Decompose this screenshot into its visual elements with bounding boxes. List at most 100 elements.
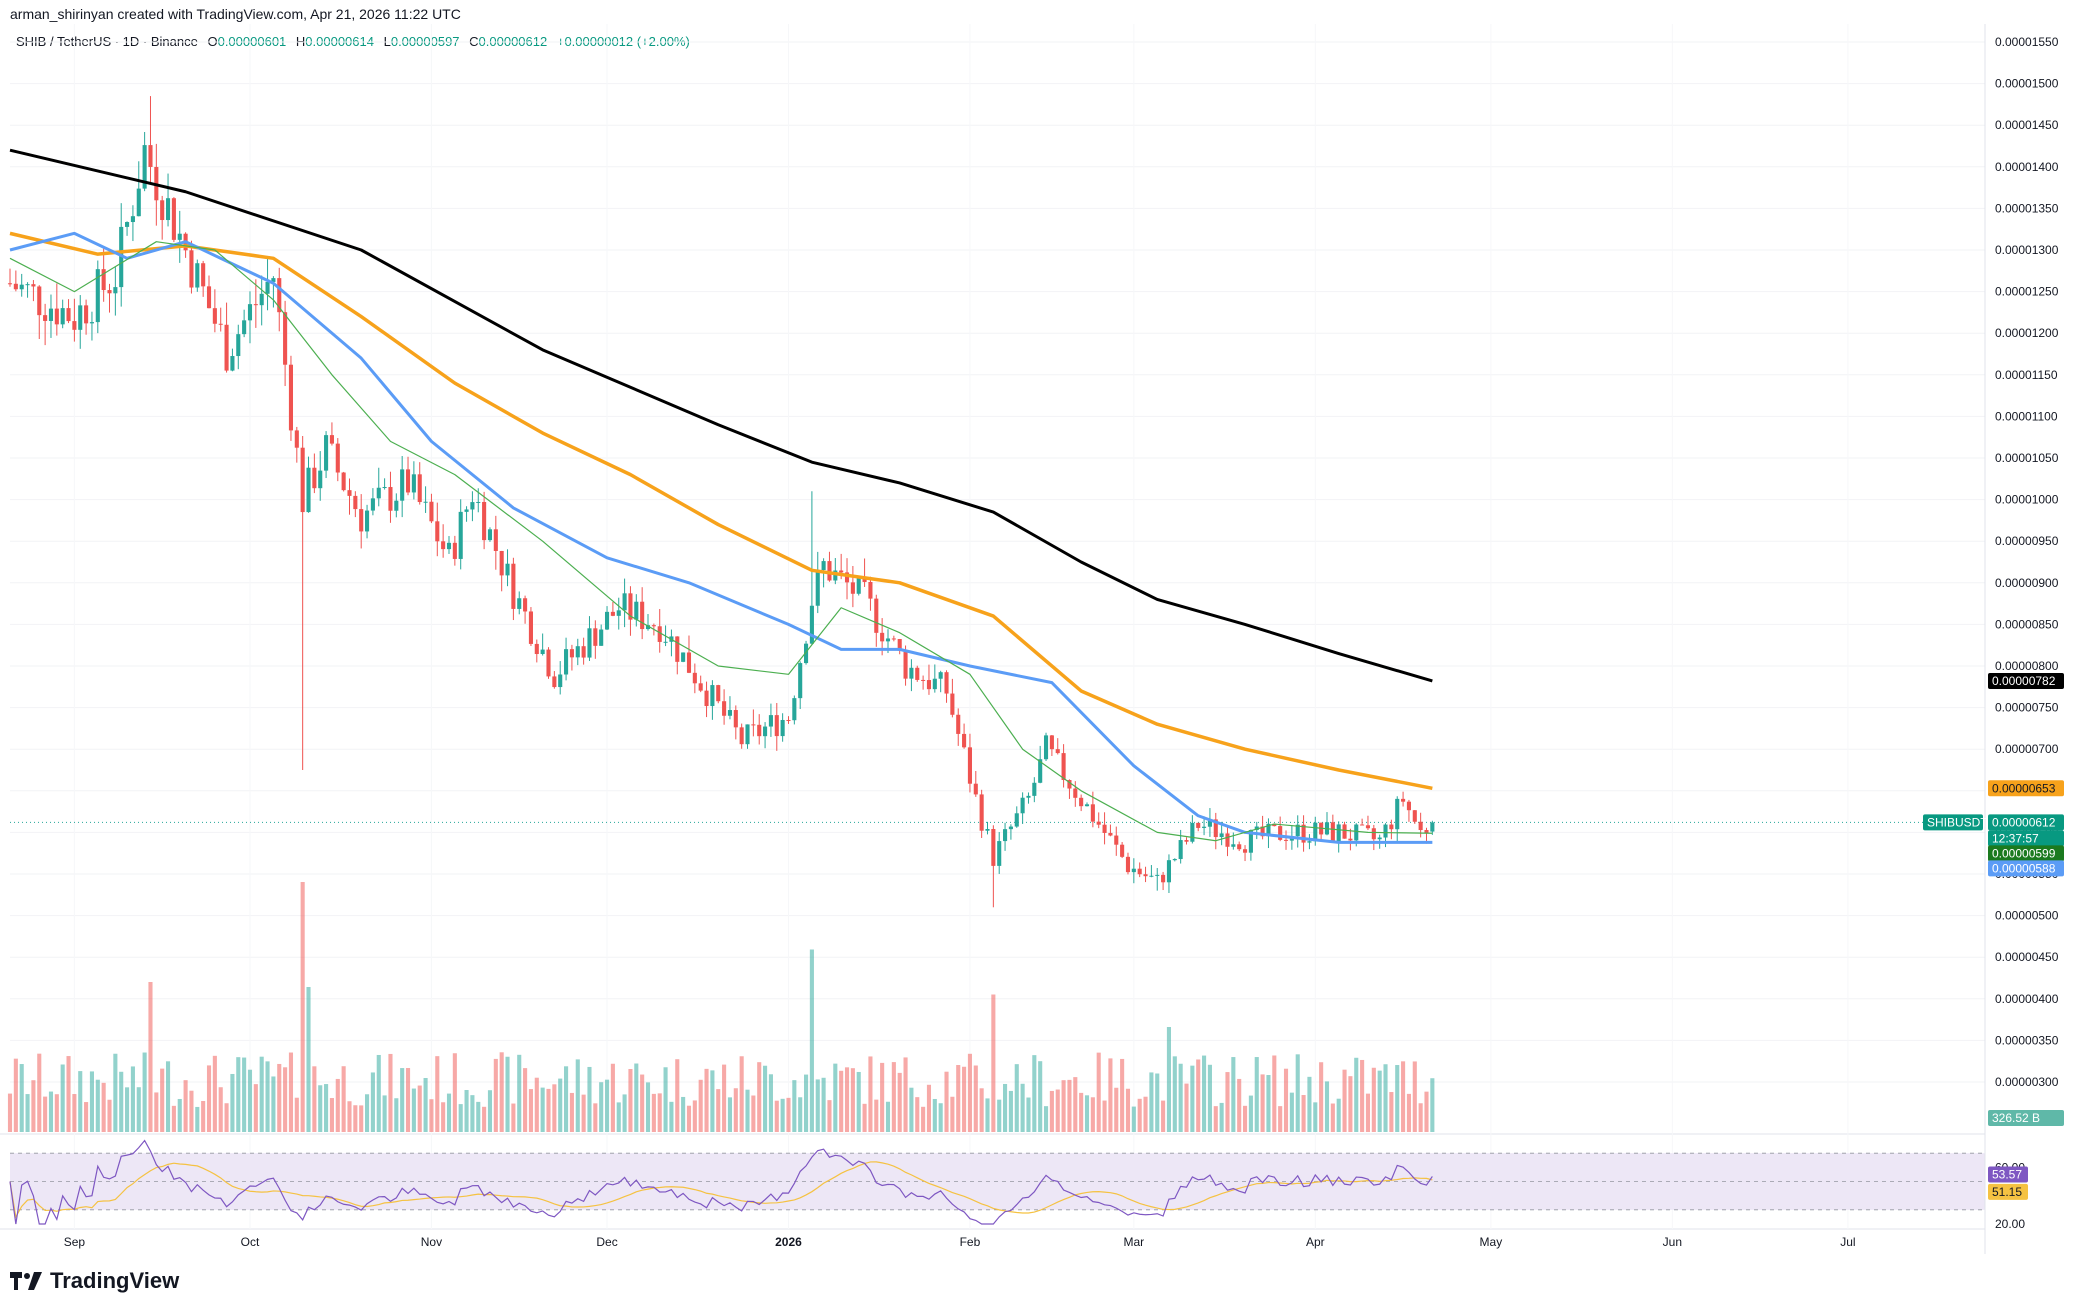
volume-bar: [599, 1082, 604, 1132]
volume-bar: [821, 1077, 826, 1132]
price-tick-label: 0.00001200: [1995, 326, 2059, 340]
candle-body: [1371, 828, 1376, 840]
candle-body: [411, 474, 416, 493]
volume-bar: [768, 1074, 773, 1132]
time-tick-label: Dec: [596, 1235, 617, 1249]
candle-down: [347, 478, 352, 515]
candle-body: [1196, 822, 1201, 828]
candle-body: [938, 672, 943, 679]
volume-bar: [745, 1089, 750, 1132]
volume-bar: [493, 1058, 498, 1132]
volume-bar: [523, 1068, 528, 1132]
ma200-price-tag-bg: [1988, 672, 2064, 689]
candle-body: [1430, 822, 1435, 832]
candle-down: [1418, 812, 1423, 838]
candle-body: [43, 315, 48, 321]
volume-bar: [932, 1098, 937, 1132]
candle-body: [294, 430, 299, 448]
price-chart[interactable]: 0.00001550 0.00001500 0.00001450 0.00001400…: [0, 24, 2078, 1264]
candle-body: [283, 312, 288, 365]
candle-body: [1272, 823, 1277, 827]
candle-up: [265, 255, 270, 311]
volume-bar: [1371, 1067, 1376, 1132]
candle-up: [306, 456, 311, 513]
tradingview-logo: TradingView: [10, 1268, 179, 1294]
candle-down: [1360, 818, 1365, 826]
volume-bar: [1207, 1064, 1212, 1132]
candle-down: [218, 307, 223, 332]
volume-bar: [616, 1102, 621, 1132]
candle-body: [1102, 824, 1107, 833]
candle-body: [218, 323, 223, 325]
volume-bar: [558, 1078, 563, 1132]
volume-bar: [329, 1098, 334, 1132]
candle-down: [1406, 799, 1411, 822]
volume-bar: [201, 1101, 206, 1132]
candle-body: [66, 308, 71, 322]
candle-down: [359, 494, 364, 549]
volume-bar: [926, 1084, 932, 1132]
candle-body: [1278, 826, 1283, 840]
candle-body: [1348, 838, 1353, 841]
candle-up: [727, 696, 733, 720]
candle-down: [329, 422, 334, 446]
candle-body: [686, 652, 692, 673]
candle-body: [1266, 823, 1271, 837]
volume-bar: [1026, 1097, 1031, 1132]
candle-body: [640, 601, 645, 630]
candle-body: [885, 638, 891, 642]
volume-bar: [1254, 1057, 1259, 1132]
volume-bar: [441, 1102, 446, 1132]
candle-down: [1143, 866, 1148, 883]
candle-body: [247, 304, 253, 321]
volume-bar: [411, 1088, 416, 1132]
candle-down: [452, 535, 457, 566]
volume-bar: [1383, 1064, 1388, 1132]
volume-bar: [1161, 1100, 1166, 1132]
candle-body: [370, 498, 375, 511]
time-axis[interactable]: Sep Oct Nov Dec 2026 Feb Mar Apr May Jun Jul: [64, 1235, 1856, 1249]
candle-body: [1084, 804, 1090, 807]
candle-body: [1389, 824, 1394, 830]
candle-down: [722, 689, 727, 725]
ma50-line: [9, 231, 1433, 844]
price-axis[interactable]: 0.00001550 0.00001500 0.00001450 0.00001400…: [1984, 24, 2078, 1264]
candle-up: [48, 294, 54, 338]
candle-body: [1067, 780, 1072, 789]
candle-body: [177, 233, 182, 240]
volume-bar: [833, 1063, 838, 1132]
time-tick-label: Apr: [1306, 1235, 1325, 1249]
volume-bar: [1289, 1092, 1294, 1132]
volume-bar: [575, 1059, 580, 1132]
volume-bar: [909, 1087, 914, 1132]
candle-up: [400, 456, 405, 518]
candle-down: [944, 670, 949, 703]
candle-down: [435, 502, 440, 557]
rsi-ma-value-tag-bg: [1988, 1183, 2028, 1200]
candle-down: [956, 708, 961, 746]
candle-body: [1125, 856, 1131, 873]
volume-bar: [1248, 1095, 1253, 1132]
candle-body: [604, 611, 610, 630]
candle-body: [31, 284, 36, 287]
candle-down: [991, 825, 996, 908]
volume-bar: [1166, 1027, 1172, 1132]
ma100-price-tag: 0.00000653: [1992, 781, 2056, 795]
candle-down: [967, 733, 972, 793]
volume-bar: [1342, 1069, 1347, 1132]
candle-body: [528, 611, 533, 644]
volume-bar: [324, 1084, 329, 1132]
volume-bar: [604, 1079, 610, 1132]
volume-bar: [247, 1069, 253, 1132]
candle-body: [821, 561, 826, 571]
volume-bar: [382, 1095, 387, 1132]
candle-body: [1283, 839, 1289, 841]
volume-bar: [1295, 1054, 1300, 1132]
candle-body: [839, 570, 844, 573]
candle-down: [1184, 837, 1189, 845]
candle-up: [130, 205, 135, 242]
candle-body: [7, 283, 13, 285]
rsi-line: [9, 1139, 1433, 1225]
candle-body: [1108, 832, 1113, 836]
volume-bar: [1324, 1081, 1330, 1132]
